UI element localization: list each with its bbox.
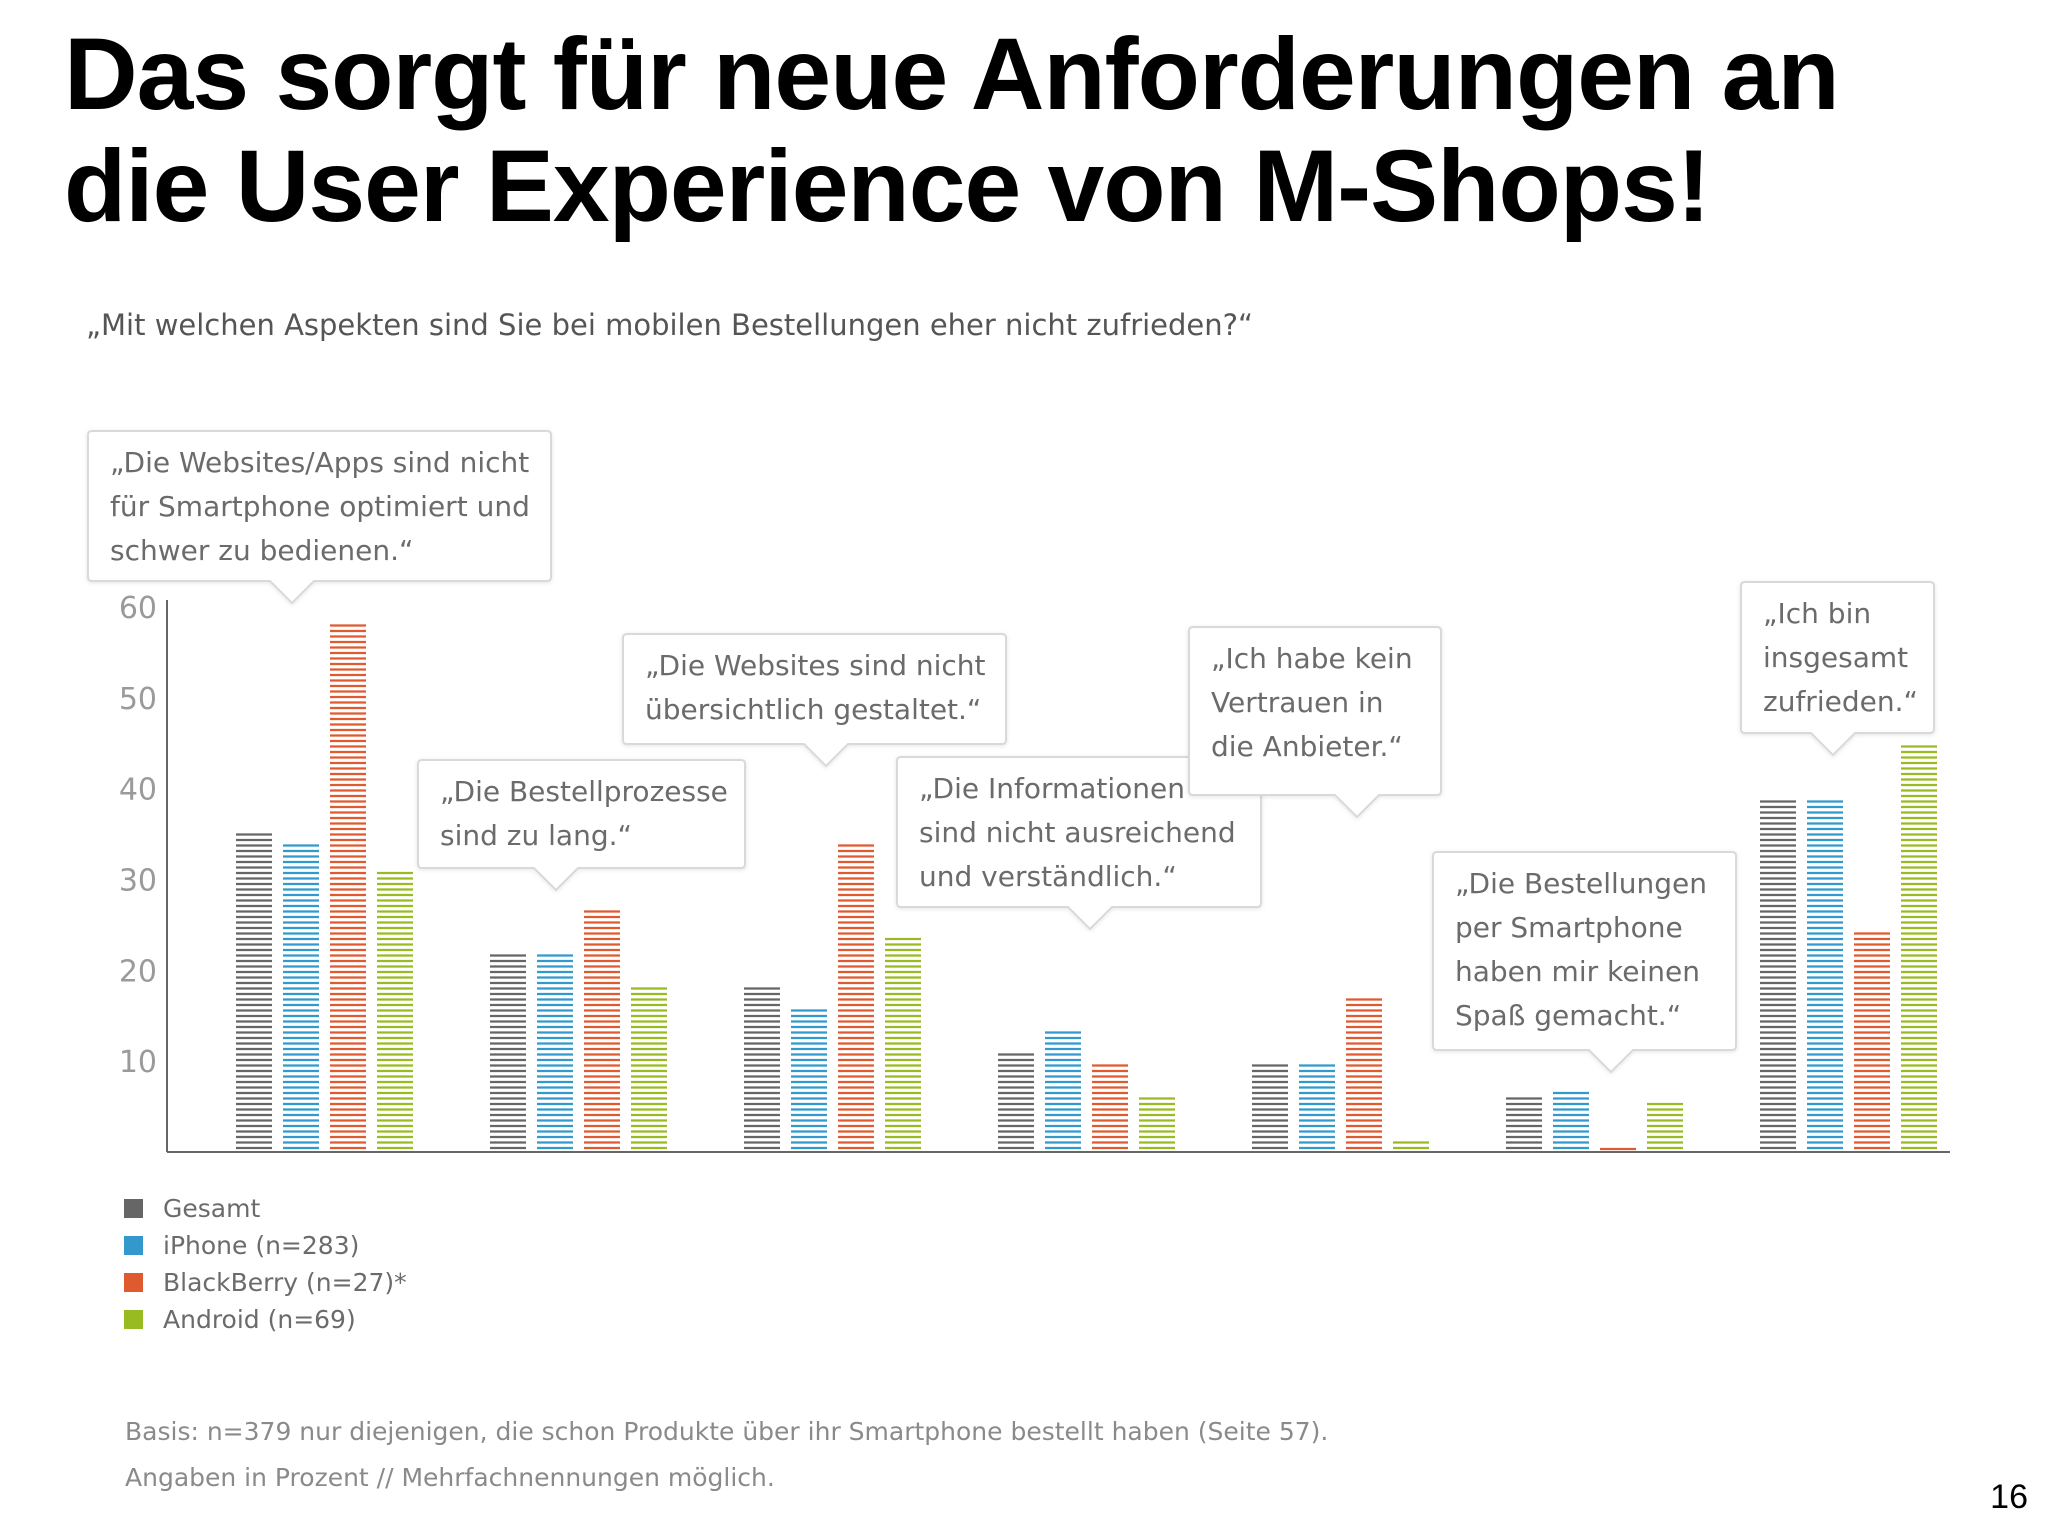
callout: „Die Websites sind nicht übersichtlich ge… — [622, 633, 1007, 768]
page-title: Das sorgt für neue Anforderungen an die … — [64, 18, 2024, 242]
bar — [791, 1009, 827, 1150]
callout-text: per Smartphone — [1455, 911, 1683, 944]
footnote: Basis: n=379 nur diejenigen, die schon P… — [125, 1409, 1328, 1501]
bar — [1092, 1064, 1128, 1150]
callout-text: übersichtlich gestaltet.“ — [645, 693, 981, 726]
bar — [236, 833, 272, 1150]
callout: „Die Informationen sind nicht ausreichend… — [896, 756, 1262, 931]
legend-swatch — [124, 1310, 143, 1329]
callout-text: zufrieden.“ — [1763, 685, 1918, 718]
callout-bubble — [1740, 581, 1935, 757]
bar — [1901, 745, 1937, 1150]
bar — [1854, 932, 1890, 1150]
callout-text: die Anbieter.“ — [1211, 730, 1403, 763]
bar — [1506, 1097, 1542, 1150]
bar — [1139, 1097, 1175, 1150]
y-tick-label: 50 — [119, 682, 157, 717]
legend-swatch — [124, 1236, 143, 1255]
y-tick-label: 40 — [119, 773, 157, 808]
bar — [1252, 1064, 1288, 1150]
callout: „Die Websites/Apps sind nicht für Smartph… — [87, 430, 552, 605]
bar — [998, 1053, 1034, 1150]
chart-legend: Gesamt iPhone (n=283) BlackBerry (n=27)*… — [124, 1190, 407, 1338]
y-tick-label: 10 — [119, 1045, 157, 1080]
callout: „Ich bin insgesamt zufrieden.“ — [1740, 581, 1935, 757]
legend-swatch — [124, 1273, 143, 1292]
legend-item-android: Android (n=69) — [124, 1301, 407, 1338]
bar — [885, 937, 921, 1150]
legend-item-blackberry: BlackBerry (n=27)* — [124, 1264, 407, 1301]
callout-text: insgesamt — [1763, 641, 1908, 674]
callout-text: „Die Bestellungen — [1455, 867, 1707, 900]
bar — [330, 624, 366, 1150]
axes-layer: 10 20 30 40 50 60 — [119, 591, 1950, 1153]
footnote-units: Angaben in Prozent // Mehrfachnennungen … — [125, 1463, 775, 1492]
bar — [490, 954, 526, 1150]
callout-text: „Ich bin — [1763, 597, 1871, 630]
callout-bubble — [87, 430, 552, 605]
title-line-1: Das sorgt für neue Anforderungen an — [64, 17, 1840, 131]
y-tick-label: 20 — [119, 954, 157, 989]
callout-text: schwer zu bedienen.“ — [110, 534, 414, 567]
callout-text: Spaß gemacht.“ — [1455, 999, 1681, 1032]
bar — [584, 910, 620, 1150]
legend-label: BlackBerry (n=27)* — [163, 1268, 407, 1297]
bar — [1553, 1091, 1589, 1150]
y-tick-label: 30 — [119, 864, 157, 899]
bar — [838, 844, 874, 1150]
callout: „Ich habe kein Vertrauen in die Anbieter.“ — [1188, 626, 1442, 819]
callout-text: „Ich habe kein — [1211, 642, 1413, 675]
bar — [537, 954, 573, 1150]
callout-text: sind zu lang.“ — [440, 819, 632, 852]
legend-item-iphone: iPhone (n=283) — [124, 1227, 407, 1264]
callout-bubble — [1188, 626, 1442, 819]
bar — [377, 871, 413, 1150]
bar — [1393, 1141, 1429, 1150]
bar — [1760, 800, 1796, 1150]
callouts-layer: „Die Websites/Apps sind nicht für Smartph… — [87, 430, 1935, 1074]
bar — [283, 844, 319, 1150]
legend-label: Gesamt — [163, 1194, 261, 1223]
title-line-2: die User Experience von M-Shops! — [64, 129, 1711, 243]
page-number: 16 — [1990, 1478, 2028, 1516]
callout-bubble — [622, 633, 1007, 768]
callout-text: haben mir keinen — [1455, 955, 1700, 988]
legend-swatch — [124, 1199, 143, 1218]
callout-bubble — [1432, 851, 1737, 1074]
callout-text: „Die Websites sind nicht — [645, 649, 986, 682]
legend-label: iPhone (n=283) — [163, 1231, 360, 1260]
bar — [1045, 1031, 1081, 1150]
callout-text: für Smartphone optimiert und — [110, 490, 530, 523]
footnote-basis: Basis: n=379 nur diejenigen, die schon P… — [125, 1417, 1329, 1446]
callout-text: „Die Informationen — [919, 772, 1185, 805]
callout-text: und verständlich.“ — [919, 860, 1177, 893]
callout-bubble — [417, 759, 746, 892]
bar — [744, 987, 780, 1150]
bars-layer — [236, 624, 1937, 1151]
survey-question: „Mit welchen Aspekten sind Sie bei mobil… — [86, 308, 1254, 342]
bar — [1299, 1064, 1335, 1150]
bar — [1346, 998, 1382, 1150]
callout-text: Vertrauen in — [1211, 686, 1384, 719]
callout: „Die Bestellprozesse sind zu lang.“ — [417, 759, 746, 892]
callout-text: „Die Bestellprozesse — [440, 775, 728, 808]
bar — [1807, 800, 1843, 1150]
callout-text: sind nicht ausreichend — [919, 816, 1236, 849]
callout-text: „Die Websites/Apps sind nicht — [110, 446, 529, 479]
y-tick-label: 60 — [119, 591, 157, 626]
callout: „Die Bestellungen per Smartphone haben mir… — [1432, 851, 1737, 1074]
legend-item-gesamt: Gesamt — [124, 1190, 407, 1227]
legend-label: Android (n=69) — [163, 1305, 356, 1334]
bar — [631, 987, 667, 1150]
bar — [1647, 1102, 1683, 1150]
